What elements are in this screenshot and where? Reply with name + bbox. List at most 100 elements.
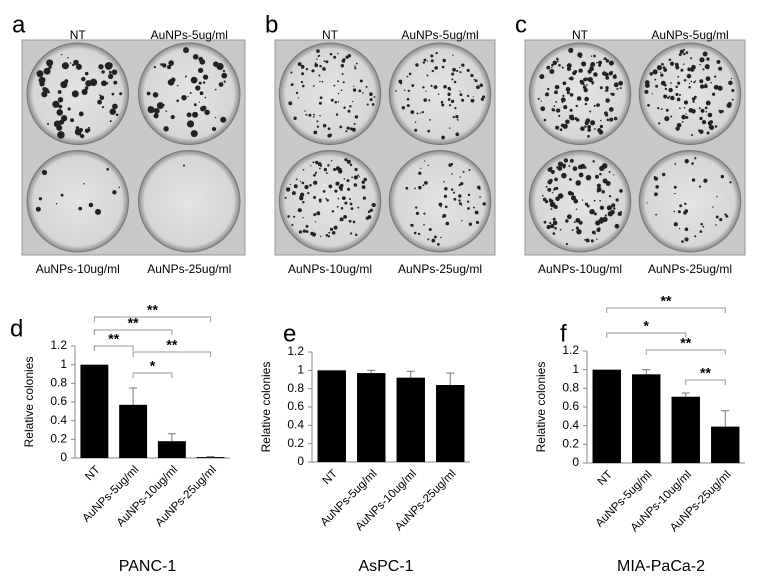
- colony: [354, 65, 356, 68]
- colony: [608, 60, 614, 66]
- colony: [422, 61, 425, 64]
- significance-bracket: [606, 307, 726, 313]
- colony: [337, 101, 340, 103]
- colony: [81, 88, 88, 95]
- colony: [61, 115, 68, 122]
- colony: [682, 63, 685, 65]
- y-tick-label: 0.8: [50, 376, 67, 390]
- colony: [341, 72, 344, 76]
- colony: [475, 220, 480, 225]
- colony: [613, 207, 616, 210]
- colony: [451, 173, 453, 175]
- colony: [353, 183, 358, 187]
- colony: [328, 231, 331, 234]
- colony: [726, 103, 732, 108]
- significance-bracket: [132, 351, 212, 357]
- colony: [47, 122, 50, 125]
- colony: [322, 67, 326, 71]
- colony: [649, 72, 654, 76]
- colony: [571, 229, 574, 231]
- colony: [451, 100, 453, 102]
- colony: [581, 199, 584, 201]
- colony: [587, 135, 590, 138]
- significance-label: *: [644, 318, 650, 334]
- colony: [101, 80, 107, 87]
- colony: [455, 132, 460, 137]
- colony: [406, 104, 410, 108]
- colony: [573, 221, 576, 224]
- colony: [565, 87, 571, 92]
- colony: [661, 62, 664, 66]
- colony: [337, 80, 340, 83]
- colony: [347, 187, 351, 191]
- colony: [408, 72, 412, 76]
- colony: [552, 232, 556, 235]
- colony: [349, 105, 352, 108]
- colony: [570, 195, 576, 201]
- colony: [479, 83, 484, 88]
- colony: [644, 83, 650, 88]
- colony: [604, 111, 608, 116]
- significance-bracket: [93, 316, 212, 322]
- colony: [202, 74, 209, 80]
- colony: [470, 73, 474, 78]
- colony: [549, 166, 553, 170]
- colony: [420, 112, 422, 114]
- colony: [596, 187, 602, 192]
- colony: [676, 97, 681, 102]
- well-label: NT: [70, 28, 87, 42]
- colony: [401, 106, 405, 110]
- colony: [699, 79, 704, 84]
- colony: [406, 97, 410, 101]
- colony: [703, 84, 708, 89]
- colony: [592, 160, 595, 163]
- colony: [550, 201, 555, 207]
- colony: [313, 173, 316, 177]
- colony: [557, 161, 564, 167]
- colony: [301, 84, 305, 88]
- colony: [590, 62, 596, 67]
- colony: [719, 218, 723, 222]
- colony: [670, 115, 673, 118]
- colony: [97, 99, 102, 105]
- colony: [452, 54, 454, 56]
- colony: [112, 103, 118, 110]
- y-tick-label: 0.8: [287, 381, 304, 395]
- colony: [656, 65, 662, 71]
- colony: [293, 215, 296, 218]
- colony: [99, 95, 105, 101]
- colony: [101, 106, 105, 109]
- well: [528, 150, 632, 253]
- colony: [46, 59, 54, 67]
- colony: [566, 91, 570, 95]
- colony: [223, 80, 226, 83]
- colony: [104, 62, 113, 70]
- colony: [685, 51, 689, 54]
- colony: [611, 92, 615, 96]
- colony: [702, 51, 708, 57]
- colony: [163, 126, 169, 132]
- colony: [369, 98, 373, 102]
- colony: [319, 80, 321, 83]
- colony: [353, 122, 356, 126]
- colony: [441, 135, 445, 140]
- colony: [430, 59, 434, 63]
- colony: [551, 191, 554, 194]
- significance-bracket: [645, 349, 726, 355]
- colony: [333, 84, 336, 87]
- colony: [153, 107, 160, 114]
- x-tick-label: NT: [83, 464, 102, 483]
- colony: [81, 76, 86, 82]
- well-label: AuNPs-10ug/ml: [538, 262, 622, 276]
- colony: [325, 197, 327, 200]
- colony: [366, 103, 369, 106]
- colony: [288, 101, 293, 106]
- panel-letter: c: [515, 11, 527, 38]
- bar: [357, 373, 386, 462]
- colony: [466, 94, 470, 98]
- colony: [608, 171, 611, 174]
- colony: [456, 69, 459, 73]
- colony: [454, 107, 457, 110]
- colony: [720, 109, 724, 113]
- colony: [715, 224, 717, 226]
